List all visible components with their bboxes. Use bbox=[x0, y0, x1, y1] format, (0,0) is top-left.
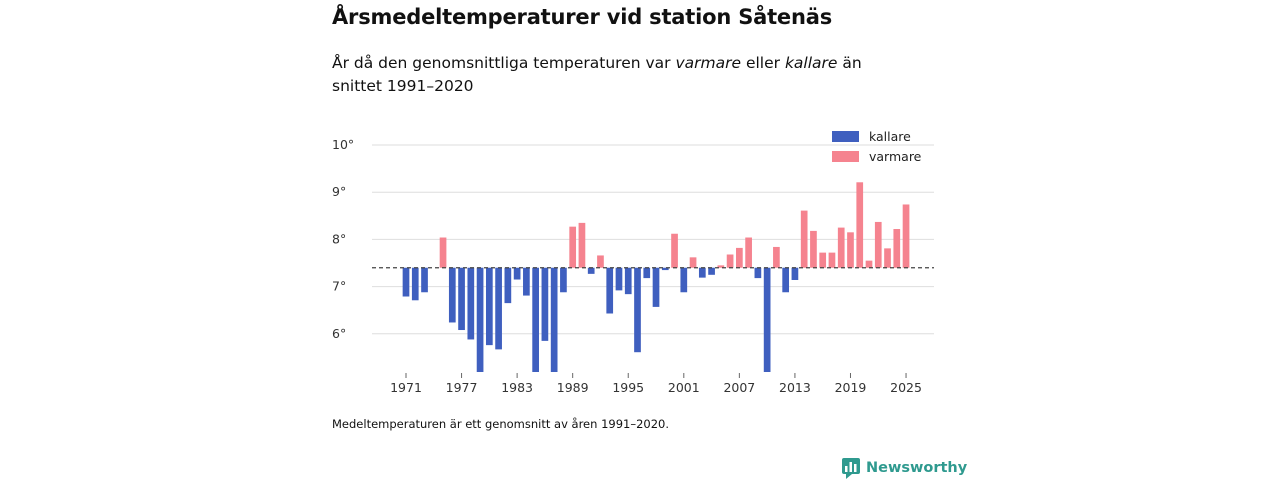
bar-2014 bbox=[800, 210, 808, 268]
bar-1982 bbox=[504, 267, 512, 304]
bar-1973 bbox=[421, 267, 428, 293]
bar-1984 bbox=[523, 267, 530, 296]
bar-1971 bbox=[402, 267, 410, 297]
bar-2002 bbox=[689, 257, 697, 268]
bar-2024 bbox=[893, 229, 901, 268]
bar-1986 bbox=[541, 267, 549, 341]
bar-2010 bbox=[763, 267, 771, 372]
subtitle-text-3: än snittet 1991–2020 bbox=[332, 54, 862, 95]
footnote: Medeltemperaturen är ett genomsnitt av å… bbox=[332, 417, 670, 431]
y-tick-label: 10° bbox=[332, 137, 354, 152]
x-tick-label: 1995 bbox=[612, 380, 644, 395]
bar-1996 bbox=[634, 267, 641, 353]
subtitle-warm-word: varmare bbox=[675, 54, 742, 72]
bar-1988 bbox=[560, 267, 567, 293]
bar-2025 bbox=[902, 204, 910, 268]
bar-2022 bbox=[874, 221, 882, 268]
bar-2015 bbox=[810, 230, 817, 268]
bar-2020 bbox=[856, 182, 864, 268]
chart-panel: Årsmedeltemperaturer vid station Såtenäs… bbox=[332, 0, 967, 480]
bar-1995 bbox=[624, 267, 632, 295]
bar-2001 bbox=[680, 267, 688, 293]
bar-2006 bbox=[726, 254, 734, 268]
legend-label-cold: kallare bbox=[869, 129, 911, 144]
bar-2003 bbox=[698, 267, 706, 278]
bar-2000 bbox=[671, 233, 678, 268]
bar-1997 bbox=[643, 267, 651, 279]
bar-2018 bbox=[837, 227, 845, 268]
bar-1990 bbox=[578, 222, 586, 268]
bar-1983 bbox=[513, 267, 521, 280]
subtitle-text-1: År då den genomsnittliga temperaturen va… bbox=[332, 54, 676, 72]
bar-1980 bbox=[485, 267, 493, 346]
bar-2023 bbox=[884, 248, 891, 268]
chart-legend: kallare varmare bbox=[832, 129, 922, 164]
bar-2017 bbox=[828, 252, 836, 268]
subtitle-text-2: eller bbox=[741, 54, 785, 72]
x-tick-label: 2019 bbox=[835, 380, 867, 395]
bar-1975 bbox=[439, 237, 447, 268]
bar-2013 bbox=[791, 267, 799, 280]
bar-2021 bbox=[865, 260, 873, 268]
x-tick-label: 2007 bbox=[723, 380, 755, 395]
legend-label-warm: varmare bbox=[869, 149, 922, 164]
bar-1987 bbox=[550, 267, 558, 372]
page-subtitle: År då den genomsnittliga temperaturen va… bbox=[332, 52, 912, 98]
bar-1999 bbox=[661, 267, 669, 271]
bar-2019 bbox=[847, 232, 854, 268]
bar-1979 bbox=[476, 267, 484, 372]
brand-name: Newsworthy bbox=[866, 460, 968, 476]
brand-logo: Newsworthy bbox=[842, 457, 967, 479]
x-axis: 1971 1977 1983 1989 1995 2001 2007 2013 2019 2025 bbox=[390, 373, 922, 395]
x-tick-label: 2001 bbox=[668, 380, 700, 395]
bar-2007 bbox=[736, 247, 743, 268]
bar-1994 bbox=[615, 267, 623, 291]
bar-2009 bbox=[754, 267, 762, 279]
chart-bars bbox=[372, 182, 934, 372]
x-tick-label: 2025 bbox=[890, 380, 922, 395]
x-tick-label: 1983 bbox=[501, 380, 533, 395]
y-tick-label: 7° bbox=[332, 279, 346, 294]
x-tick-label: 2013 bbox=[779, 380, 811, 395]
bar-2004 bbox=[708, 267, 715, 275]
bar-2005 bbox=[717, 265, 725, 268]
bar-chart: 6° 7° 8° 9° 10° 1971 1977 1983 1989 1995 2001 2007… bbox=[332, 129, 934, 395]
y-tick-label: 6° bbox=[332, 326, 346, 341]
newsworthy-logo-icon bbox=[842, 457, 860, 479]
y-tick-label: 9° bbox=[332, 184, 346, 199]
bar-1981 bbox=[495, 267, 502, 350]
bar-2008 bbox=[745, 237, 752, 268]
bar-1972 bbox=[411, 267, 419, 301]
legend-swatch-warm bbox=[832, 151, 859, 162]
bar-1998 bbox=[652, 267, 660, 307]
y-tick-label: 8° bbox=[332, 231, 346, 246]
bar-1978 bbox=[467, 267, 475, 340]
x-tick-label: 1971 bbox=[390, 380, 422, 395]
bar-1985 bbox=[532, 267, 539, 372]
x-tick-label: 1989 bbox=[557, 380, 589, 395]
bar-2012 bbox=[782, 267, 790, 293]
bar-1989 bbox=[569, 226, 577, 268]
bar-1992 bbox=[597, 255, 604, 268]
bar-1977 bbox=[458, 267, 465, 331]
legend-swatch-cold bbox=[832, 131, 859, 142]
page-title: Årsmedeltemperaturer vid station Såtenäs bbox=[332, 5, 832, 29]
bar-1993 bbox=[606, 267, 614, 314]
chart-grid: 6° 7° 8° 9° 10° bbox=[332, 137, 934, 341]
bar-2016 bbox=[819, 252, 827, 268]
bar-2011 bbox=[773, 246, 780, 268]
bar-1991 bbox=[587, 267, 595, 274]
x-tick-label: 1977 bbox=[446, 380, 478, 395]
bar-1976 bbox=[448, 267, 456, 323]
subtitle-cold-word: kallare bbox=[784, 54, 838, 72]
